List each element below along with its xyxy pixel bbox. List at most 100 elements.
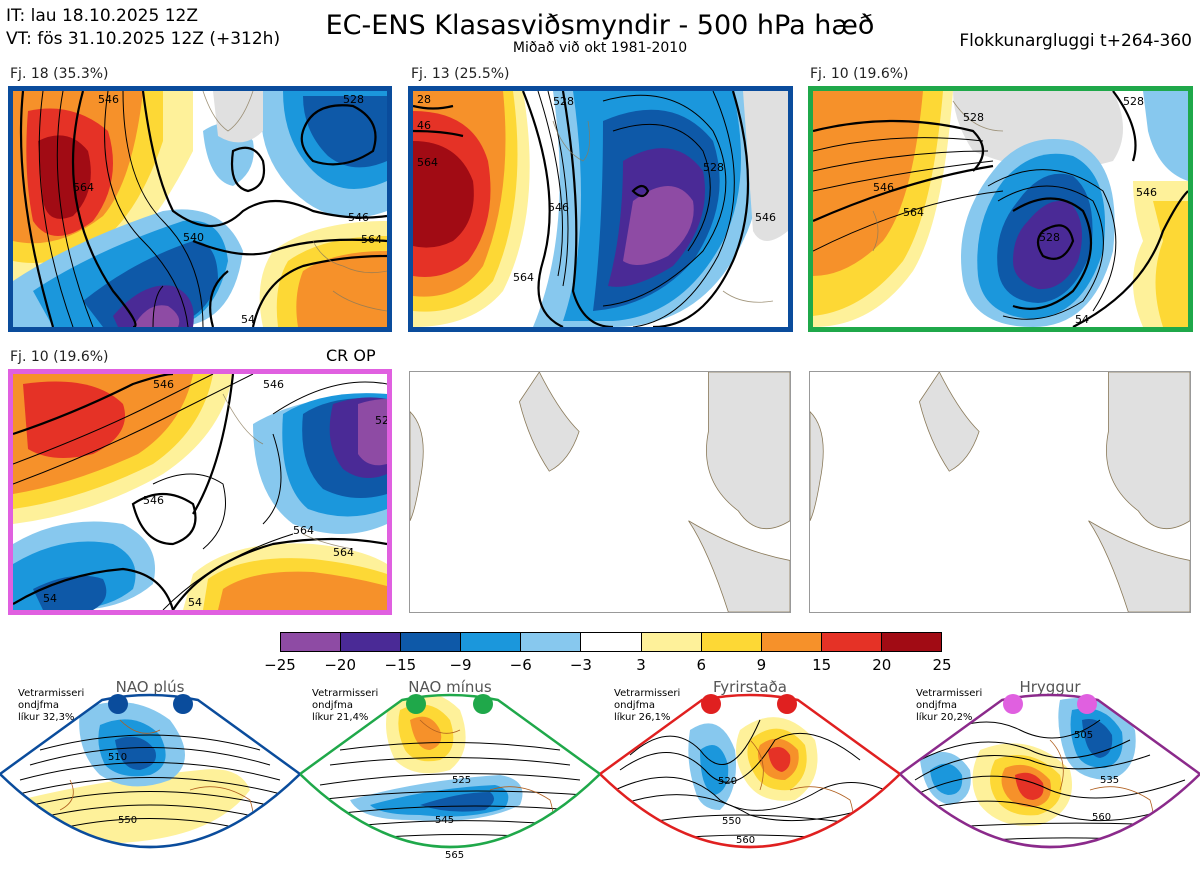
contour-label: 565: [445, 850, 464, 861]
regime-map-ridge: 505 535 560: [898, 680, 1200, 871]
page-subtitle: Miðað við okt 1981-2010: [512, 40, 688, 56]
contour-label: 560: [1092, 812, 1111, 823]
contour-label: 545: [435, 815, 454, 826]
color-scale-swatch: [521, 633, 582, 651]
contour-label: 546: [348, 211, 369, 224]
note-line: líkur 20,2%: [916, 712, 973, 723]
regime-dot: [108, 694, 128, 714]
regime-dot: [1003, 694, 1023, 714]
regime-2-title: NAO mínus: [408, 678, 492, 696]
color-scale-tick-label: 6: [696, 656, 707, 674]
contour-label: 528: [703, 161, 724, 174]
color-scale-tick-label: −6: [509, 656, 532, 674]
regime-map-nao-plus: 510 550: [0, 680, 302, 871]
contour-label: 528: [343, 93, 364, 106]
contour-label: 564: [513, 271, 534, 284]
note-line: líkur 32,3%: [18, 712, 75, 723]
valid-time: VT: fös 31.10.2025 12Z (+312h): [6, 29, 281, 49]
contour-label: 54: [1075, 313, 1089, 326]
regime-2-note: Vetrarmisseri ondjfma líkur 21,4%: [312, 688, 378, 724]
color-scale-swatch: [581, 633, 642, 651]
contour-label: 564: [361, 233, 382, 246]
panel-3-label: Fj. 10 (19.6%): [810, 66, 909, 82]
regime-dot: [406, 694, 426, 714]
contour-label: 46: [417, 119, 431, 132]
contour-label: 54: [188, 596, 202, 609]
contour-label: 528: [963, 111, 984, 124]
cluster-map-4-svg: 546 546 52 546 564 564 54 54: [13, 374, 387, 610]
color-scale-tick-label: 25: [932, 656, 952, 674]
color-scale-tick-label: −3: [569, 656, 592, 674]
contour-label: 28: [417, 93, 431, 106]
regime-map-nao-minus: 525 545 565: [298, 680, 602, 871]
regime-4-svg: 505 535 560: [898, 693, 1200, 849]
regime-map-blocking: 520 550 560: [598, 680, 902, 871]
regime-3-note: Vetrarmisseri ondjfma líkur 26,1%: [614, 688, 680, 724]
cluster-map-1: 546 564 540 528 546 564 54: [8, 86, 392, 332]
empty-map-6: [809, 371, 1191, 613]
page-title: EC-ENS Klasasviðsmyndir - 500 hPa hæð: [325, 10, 875, 41]
note-line: ondjfma: [18, 700, 59, 711]
color-scale-swatch: [701, 633, 762, 651]
note-line: Vetrarmisseri: [312, 688, 379, 699]
cluster-map-4: 546 546 52 546 564 564 54 54: [8, 369, 392, 615]
note-line: líkur 21,4%: [312, 712, 369, 723]
regime-1-title: NAO plús: [115, 678, 185, 696]
regime-1-note: Vetrarmisseri ondjfma líkur 32,3%: [18, 688, 84, 724]
contour-label: 52: [375, 414, 387, 427]
color-scale-bar: [280, 632, 942, 652]
color-scale-swatch: [461, 633, 522, 651]
color-scale-swatch: [641, 633, 702, 651]
color-scale-tick-label: −15: [384, 656, 417, 674]
cluster-map-2-svg: 28 46 564 546 528 528 564 546: [413, 91, 788, 327]
contour-label: 546: [1136, 186, 1157, 199]
contour-label: 546: [755, 211, 776, 224]
note-line: ondjfma: [614, 700, 655, 711]
color-scale-tick-label: 15: [812, 656, 832, 674]
contour-label: 535: [1100, 775, 1119, 786]
contour-label: 528: [553, 95, 574, 108]
contour-label: 564: [73, 181, 94, 194]
cluster-map-3-svg: 528 528 546 564 546 528 54: [813, 91, 1188, 327]
panel-1-label: Fj. 18 (35.3%): [10, 66, 109, 82]
empty-map-5-svg: [410, 372, 790, 612]
contour-label: 546: [98, 93, 119, 106]
regime-dot: [173, 694, 193, 714]
contour-label: 564: [903, 206, 924, 219]
contour-label: 528: [1039, 231, 1060, 244]
note-line: ondjfma: [312, 700, 353, 711]
contour-label: 546: [548, 201, 569, 214]
contour-label: 54: [241, 313, 255, 326]
color-scale-tick-label: −25: [264, 656, 296, 674]
empty-map-6-svg: [810, 372, 1190, 612]
empty-map-5: [409, 371, 791, 613]
contour-label: 546: [153, 378, 174, 391]
color-scale-tick-label: 9: [756, 656, 767, 674]
contour-label: 54: [43, 592, 57, 605]
color-scale-tick-label: −9: [449, 656, 472, 674]
cluster-map-1-svg: 546 564 540 528 546 564 54: [13, 91, 387, 327]
contour-label: 546: [263, 378, 284, 391]
color-scale-swatch: [821, 633, 882, 651]
contour-label: 546: [143, 494, 164, 507]
panel-2-label: Fj. 13 (25.5%): [411, 66, 510, 82]
regime-dot: [473, 694, 493, 714]
contour-label: 564: [417, 156, 438, 169]
contour-label: 528: [1123, 95, 1144, 108]
color-scale-swatch: [761, 633, 822, 651]
contour-label: 560: [736, 835, 755, 846]
contour-label: 564: [333, 546, 354, 559]
initial-time: IT: lau 18.10.2025 12Z: [6, 6, 198, 26]
contour-label: 505: [1074, 730, 1093, 741]
note-line: ondjfma: [916, 700, 957, 711]
cluster-map-2: 28 46 564 546 528 528 564 546: [408, 86, 793, 332]
regime-2-svg: 525 545 565: [298, 693, 602, 861]
color-scale-tick-label: 3: [636, 656, 646, 674]
color-scale-swatch: [401, 633, 462, 651]
panel-4-label: Fj. 10 (19.6%): [10, 349, 109, 365]
color-scale-swatch: [881, 633, 942, 651]
contour-label: 510: [108, 752, 127, 763]
contour-label: 540: [183, 231, 204, 244]
color-scale-tick-label: 20: [872, 656, 892, 674]
regime-4-title: Hryggur: [1019, 678, 1081, 696]
